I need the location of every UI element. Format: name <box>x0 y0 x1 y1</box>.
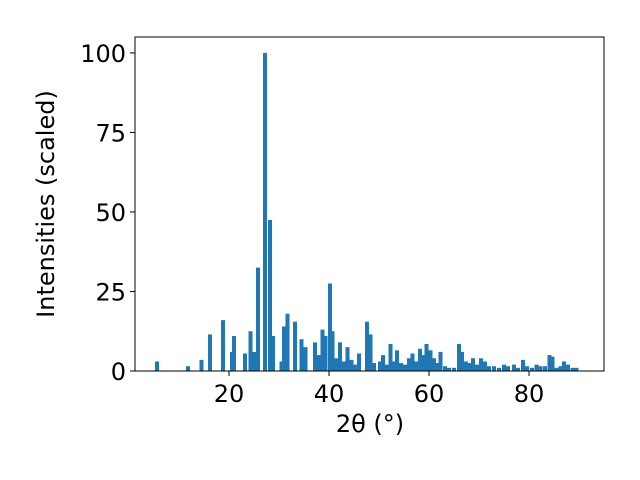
bar <box>345 347 350 371</box>
y-tick-label: 100 <box>80 40 126 68</box>
bar <box>279 361 284 371</box>
x-tick-label: 40 <box>314 380 345 408</box>
x-tick-label: 60 <box>414 380 445 408</box>
bar <box>388 343 393 371</box>
bar <box>199 359 204 371</box>
bar <box>447 367 451 371</box>
bar <box>492 366 496 371</box>
bar <box>293 321 297 371</box>
bar <box>475 364 479 371</box>
bar <box>543 366 547 371</box>
bar <box>299 339 304 371</box>
x-axis-label: 2θ (°) <box>336 410 404 438</box>
bar <box>530 367 534 371</box>
bar <box>320 329 325 371</box>
bar <box>155 361 159 371</box>
bar <box>252 351 256 371</box>
bar <box>372 363 376 371</box>
bar <box>268 219 272 371</box>
bar <box>208 334 212 371</box>
bar <box>263 52 267 372</box>
bar <box>566 364 570 371</box>
bar <box>243 353 247 371</box>
bar <box>385 364 389 371</box>
x-tick-label: 20 <box>214 380 245 408</box>
bar <box>395 350 399 371</box>
bar <box>483 361 487 371</box>
bar <box>558 366 563 371</box>
bar <box>452 367 456 371</box>
bar <box>381 355 385 371</box>
bar <box>353 364 358 371</box>
bar <box>414 361 418 371</box>
y-axis-label: Intensities (scaled) <box>32 90 60 318</box>
bar <box>497 367 501 371</box>
bar <box>285 313 290 371</box>
bar <box>248 331 253 371</box>
bar <box>328 283 332 371</box>
y-tick-label: 50 <box>95 199 126 227</box>
bar <box>338 342 342 371</box>
bar <box>422 355 426 371</box>
bar <box>424 343 429 371</box>
bar <box>502 364 506 371</box>
bar <box>547 355 552 371</box>
bar <box>428 350 433 371</box>
bar <box>378 361 382 371</box>
bar <box>435 363 439 371</box>
bar <box>460 351 464 371</box>
bar <box>574 367 579 371</box>
y-tick-label: 25 <box>95 278 126 306</box>
bar <box>392 361 396 371</box>
bar <box>357 353 361 371</box>
bar <box>342 361 346 371</box>
plot-frame <box>134 36 605 372</box>
bar <box>256 267 260 371</box>
bar <box>525 366 529 371</box>
bar <box>538 366 543 371</box>
bar <box>457 343 461 371</box>
y-tick-label: 0 <box>111 358 126 386</box>
bar <box>479 358 483 371</box>
x-tick-label: 80 <box>514 380 545 408</box>
bar <box>534 364 539 371</box>
bar <box>562 361 566 371</box>
bar <box>467 363 471 371</box>
bar <box>550 356 555 371</box>
bar <box>418 348 422 371</box>
bar <box>554 367 559 371</box>
y-tick-label: 75 <box>95 119 126 147</box>
bar <box>221 320 225 371</box>
bar <box>516 367 520 371</box>
bar <box>186 366 190 371</box>
bar <box>570 367 575 371</box>
bar <box>512 364 516 371</box>
bar <box>303 347 308 371</box>
bar <box>487 366 491 371</box>
bar <box>410 353 415 371</box>
bar <box>330 331 335 371</box>
bar <box>349 359 354 371</box>
bar <box>443 366 447 371</box>
bar <box>432 358 436 371</box>
bar <box>471 358 475 371</box>
bar <box>403 364 407 371</box>
bar <box>521 359 525 371</box>
bar <box>271 336 275 371</box>
bar <box>365 321 369 371</box>
bar <box>282 326 286 371</box>
bar <box>232 336 236 371</box>
bar <box>399 363 403 371</box>
bar <box>438 351 443 371</box>
bar <box>407 358 411 371</box>
bar <box>317 355 321 371</box>
bar <box>313 342 317 371</box>
bar <box>323 336 328 371</box>
bar <box>506 366 510 371</box>
bar <box>368 334 373 371</box>
bar <box>334 358 339 371</box>
bar <box>464 361 468 371</box>
